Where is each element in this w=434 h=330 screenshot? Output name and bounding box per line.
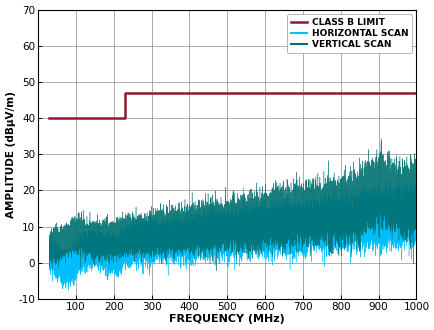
Legend: CLASS B LIMIT, HORIZONTAL SCAN, VERTICAL SCAN: CLASS B LIMIT, HORIZONTAL SCAN, VERTICAL… — [286, 14, 411, 53]
X-axis label: FREQUENCY (MHz): FREQUENCY (MHz) — [169, 314, 284, 324]
Y-axis label: AMPLITUDE (dBμV/m): AMPLITUDE (dBμV/m) — [6, 91, 16, 218]
